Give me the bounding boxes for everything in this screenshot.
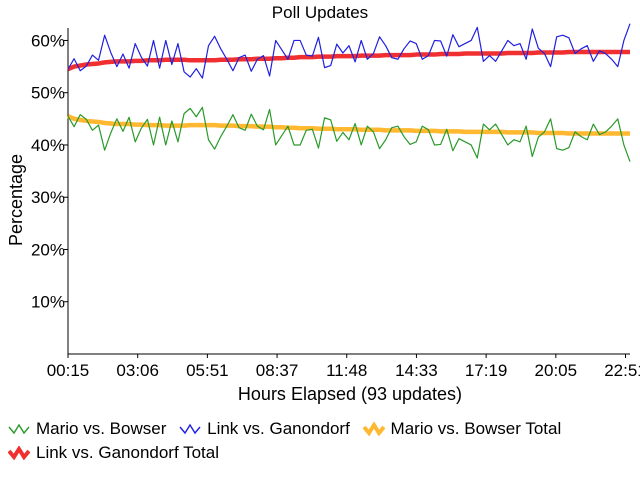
x-tick-label: 08:37 [256,361,299,380]
y-tick-label: 40% [31,136,65,155]
axes [67,28,630,355]
y-axis-label: Percentage [6,154,26,246]
legend-label-link-vs-ganondorf: Link vs. Ganondorf [207,419,350,438]
legend-item-mario-vs-bowser: Mario vs. Bowser [8,418,166,440]
legend: Mario vs. Bowser Link vs. Ganondorf Mari… [8,418,628,466]
x-tick-label: 22:51 [604,361,640,380]
chart-title: Poll Updates [272,3,368,22]
x-tick-label: 17:19 [465,361,508,380]
legend-label-mario-vs-bowser-total: Mario vs. Bowser Total [390,419,562,438]
y-tick-label: 60% [31,31,65,50]
series-line-mario-vs-bowser [67,106,631,162]
series-line-mario-vs-bowser-total [67,114,630,136]
legend-swatch-link-vs-ganondorf-total [8,446,30,460]
legend-swatch-mario-vs-bowser [8,423,30,435]
y-tick-label: 20% [31,240,65,259]
legend-swatch-mario-vs-bowser-total [362,422,385,436]
x-tick-label: 20:05 [535,361,578,380]
poll-line-chart: Poll Updates Percentage Hours Elapsed (9… [6,3,640,404]
legend-label-link-vs-ganondorf-total: Link vs. Ganondorf Total [36,443,220,462]
legend-item-link-vs-ganondorf-total: Link vs. Ganondorf Total [8,442,219,464]
y-tick-label: 50% [31,84,65,103]
legend-item-mario-vs-bowser-total: Mario vs. Bowser Total [362,418,562,440]
y-tick-label: 30% [31,188,65,207]
x-axis-label: Hours Elapsed (93 updates) [238,384,462,404]
x-tick-label: 00:15 [47,361,90,380]
y-ticks: 10% 20% 30% 40% 50% 60% [31,31,68,312]
series-line-link-vs-ganondorf [67,23,631,79]
legend-item-link-vs-ganondorf: Link vs. Ganondorf [179,418,350,440]
x-tick-label: 05:51 [186,361,229,380]
legend-label-mario-vs-bowser: Mario vs. Bowser [36,419,167,438]
x-tick-label: 03:06 [116,361,159,380]
x-tick-label: 11:48 [326,361,367,380]
x-ticks: 00:15 03:06 05:51 08:37 11:48 14:33 17:19 20:05… [47,354,640,380]
x-tick-label: 14:33 [395,361,438,380]
y-tick-label: 10% [31,293,65,312]
series-layer [67,23,631,162]
series-line-link-vs-ganondorf-total [67,49,630,72]
legend-swatch-link-vs-ganondorf [179,423,201,435]
